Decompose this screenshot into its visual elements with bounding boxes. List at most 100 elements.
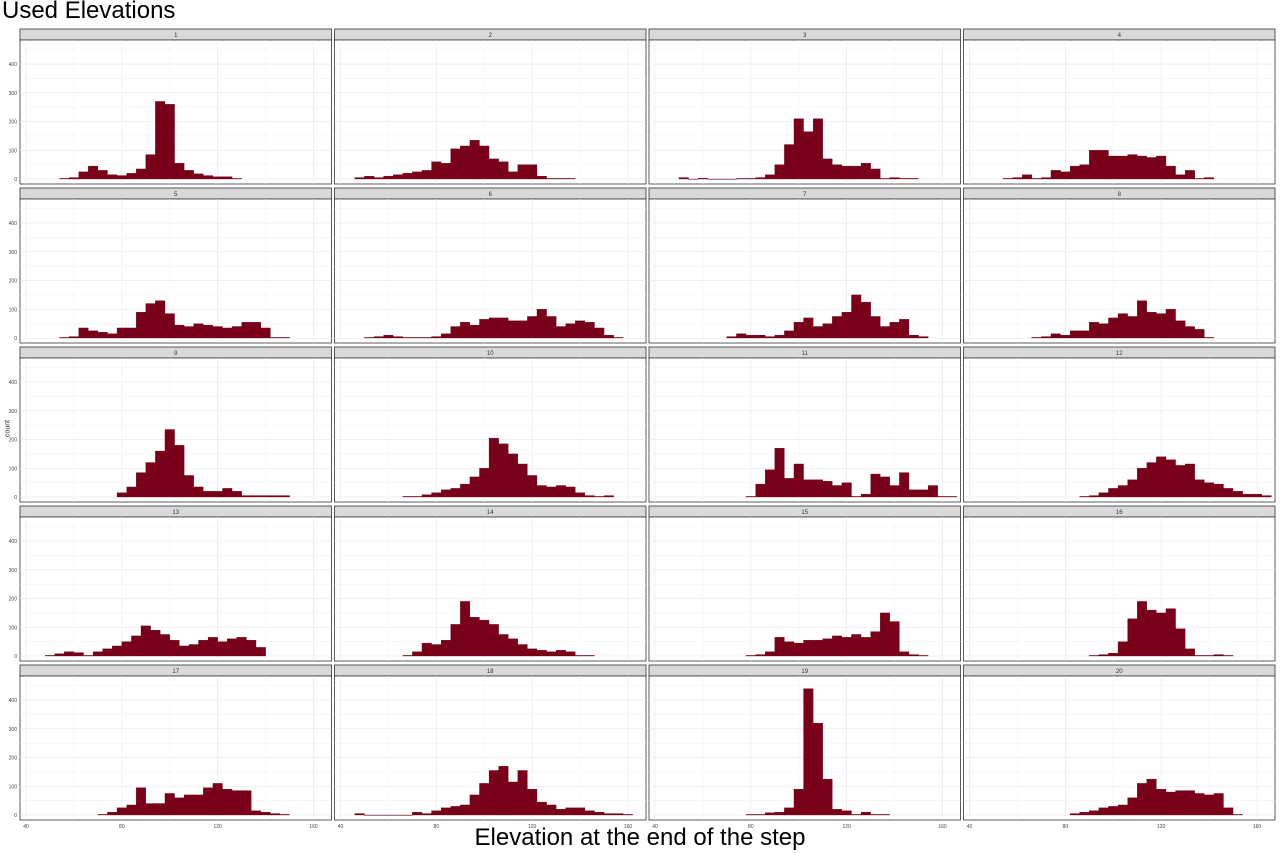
histogram-bar: [812, 640, 823, 657]
histogram-bar: [251, 495, 261, 498]
histogram-bar: [1194, 329, 1205, 339]
histogram-bar: [546, 651, 557, 657]
histogram-bar: [613, 337, 624, 339]
histogram-bar: [1194, 793, 1205, 816]
histogram-bar: [1175, 174, 1186, 180]
histogram-bar: [755, 177, 766, 180]
histogram-bar: [745, 655, 756, 657]
x-tick-label: 40: [967, 824, 973, 830]
x-tick-label: 160: [938, 824, 947, 830]
y-tick-label: 0: [14, 177, 17, 183]
histogram-bar: [193, 486, 204, 498]
histogram-bar: [546, 486, 557, 498]
histogram-bar: [136, 787, 146, 816]
histogram-bar: [1060, 334, 1071, 339]
histogram-bar: [880, 326, 890, 339]
facet-label: 9: [174, 351, 178, 357]
histogram-bar: [126, 804, 137, 816]
histogram-bar: [1194, 178, 1205, 180]
x-tick-label: 160: [309, 824, 318, 830]
histogram-bar: [803, 640, 814, 657]
histogram-bar: [1204, 794, 1215, 816]
histogram-bar: [870, 631, 881, 657]
histogram-bar: [1175, 320, 1186, 339]
histogram-bar: [68, 177, 79, 180]
facet-label: 4: [1118, 33, 1122, 39]
histogram-bar: [246, 640, 257, 657]
histogram-bar: [212, 176, 223, 180]
histogram-bar: [1165, 791, 1176, 816]
histogram-bar: [1117, 641, 1128, 657]
histogram-bar: [1098, 807, 1109, 816]
histogram-bar: [1108, 317, 1119, 339]
histogram-bar: [565, 486, 576, 498]
y-tick-label: 400: [9, 380, 18, 386]
x-tick-label: 80: [434, 824, 440, 830]
histogram-bar: [880, 476, 890, 498]
histogram-bar: [536, 801, 547, 816]
histogram-bar: [136, 472, 146, 498]
histogram-bar: [1108, 652, 1119, 657]
histogram-bar: [1069, 813, 1080, 816]
histogram-bar: [765, 812, 775, 816]
histogram-bar: [498, 161, 509, 180]
histogram-bar: [421, 642, 432, 657]
histogram-bar: [765, 174, 775, 180]
histogram-bar: [784, 807, 795, 816]
histogram-bar: [145, 462, 156, 498]
histogram-bar: [1137, 783, 1147, 816]
histogram-bar: [251, 810, 261, 816]
facet-label: 3: [803, 33, 807, 39]
x-tick-label: 160: [624, 824, 633, 830]
facet-label: 12: [1116, 351, 1123, 357]
histogram-bar: [241, 322, 252, 339]
histogram-bar: [1012, 177, 1023, 180]
histogram-bar: [1127, 479, 1138, 498]
histogram-bar: [860, 637, 871, 657]
histogram-bar: [1184, 463, 1195, 498]
histogram-bar: [479, 783, 490, 816]
histogram-bar: [1175, 465, 1186, 498]
histogram-bar: [870, 316, 881, 339]
histogram-bar: [832, 635, 843, 657]
histogram-bar: [1022, 174, 1032, 180]
histogram-bar: [155, 300, 166, 339]
histogram-bar: [918, 336, 929, 339]
histogram-bar: [164, 313, 175, 339]
histogram-bar: [1079, 496, 1090, 498]
histogram-bar: [908, 654, 919, 657]
histogram-bar: [517, 463, 528, 498]
y-tick-label: 300: [9, 568, 18, 574]
histogram-bar: [536, 650, 547, 657]
x-tick-label: 120: [1157, 824, 1166, 830]
histogram-bar: [107, 174, 118, 180]
histogram-bar: [107, 811, 118, 816]
histogram-bar: [555, 809, 566, 816]
histogram-bar: [1223, 807, 1234, 816]
histogram-bar: [1184, 170, 1195, 180]
histogram-bar: [1089, 810, 1100, 816]
histogram-bar: [793, 642, 804, 657]
x-tick-label: 120: [214, 824, 223, 830]
histogram-bar: [1069, 330, 1080, 339]
histogram-bar: [774, 164, 785, 180]
histogram-bar: [488, 624, 499, 657]
histogram-bar: [260, 811, 271, 816]
histogram-bar: [784, 478, 795, 498]
histogram-bar: [203, 175, 214, 180]
histogram-bar: [412, 171, 423, 180]
histogram-bar: [460, 601, 471, 657]
histogram-bar: [136, 311, 146, 339]
histogram-bar: [231, 178, 242, 180]
histogram-bar: [508, 781, 518, 816]
histogram-bar: [121, 641, 132, 657]
histogram-bar: [736, 333, 747, 339]
histogram-bar: [1165, 459, 1176, 498]
histogram-bar: [508, 171, 518, 180]
histogram-bar: [421, 170, 432, 180]
histogram-bar: [241, 790, 252, 816]
histogram-bar: [765, 336, 775, 339]
histogram-bar: [1050, 170, 1061, 180]
x-tick-label: 40: [23, 824, 29, 830]
histogram-bar: [460, 322, 471, 339]
